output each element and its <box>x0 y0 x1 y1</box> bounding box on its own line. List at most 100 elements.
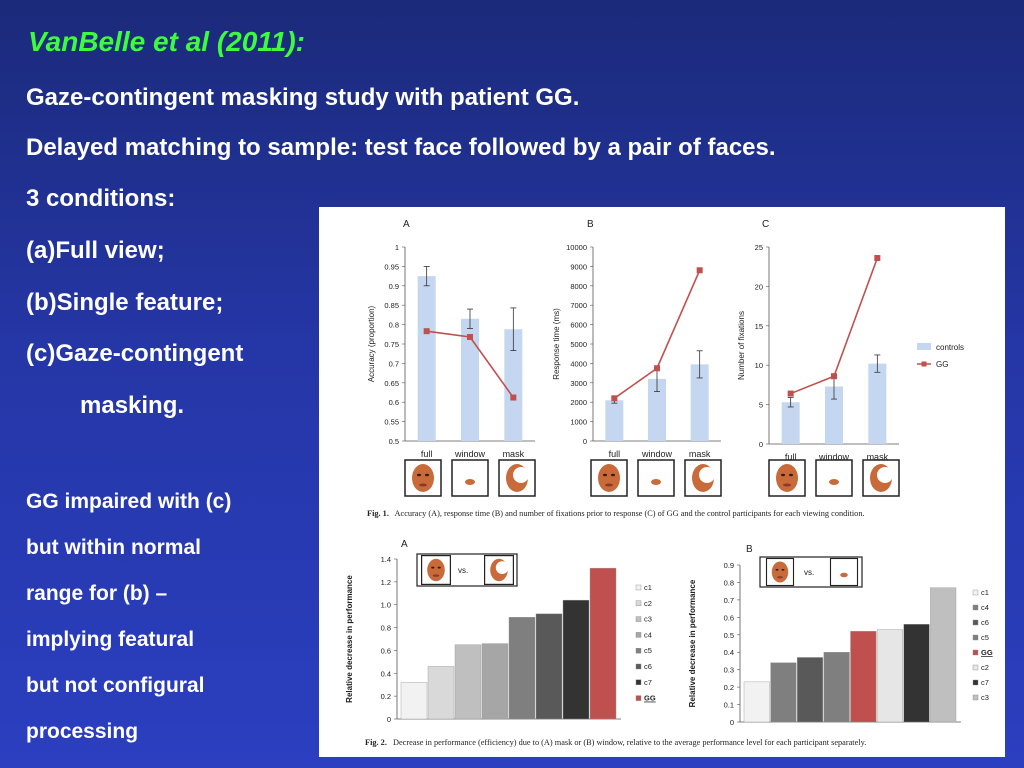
y-tick-label: 0.8 <box>381 624 391 633</box>
fig1-legend: controls GG <box>917 343 964 369</box>
legend-swatch <box>635 584 642 591</box>
legend-swatch <box>635 600 642 606</box>
point-gg <box>831 373 837 380</box>
y-axis-label: Relative decrease in performance <box>345 575 354 703</box>
y-tick-label: 1.4 <box>381 555 391 564</box>
bullet-line-7: masking. <box>80 392 185 419</box>
fig2-panel-b-letter: B <box>746 544 753 555</box>
y-tick-label: 0.1 <box>724 701 734 710</box>
y-tick-label: 5000 <box>570 340 587 349</box>
y-tick-label: 5 <box>759 401 763 410</box>
x-tick-label: window <box>454 449 486 459</box>
legend-label: c1 <box>644 583 652 592</box>
legend-label: c5 <box>981 633 989 642</box>
y-tick-label: 0.7 <box>724 596 734 605</box>
bar-GG <box>850 631 877 723</box>
fig1c-mask-face-image <box>862 459 900 497</box>
bullet-line-4: (a)Full view; <box>26 237 165 264</box>
y-tick-label: 0.3 <box>724 666 734 675</box>
bar-controls <box>690 364 709 441</box>
y-axis-label: Number of fixations <box>737 311 746 380</box>
fig1c-window-face-image <box>815 459 853 497</box>
y-tick-label: 0.55 <box>384 418 399 427</box>
bar-controls <box>648 378 666 441</box>
fig1-charts: 1 0.95 0.9 0.85 0.8 0.75 0.7 0.65 0.6 0.55 0.5 Accu… <box>367 243 899 462</box>
y-tick-label: 0.6 <box>381 646 391 655</box>
legend-gg-label: GG <box>936 360 948 369</box>
legend-swatch <box>635 632 642 638</box>
y-tick-label: 0 <box>583 437 587 446</box>
y-tick-label: 0 <box>730 718 734 727</box>
x-tick-label: full <box>421 449 433 459</box>
y-tick-label: 20 <box>755 282 763 291</box>
legend-label: c6 <box>644 662 652 671</box>
fig1-panel-c-letter: C <box>762 219 769 230</box>
y-tick-label: 1000 <box>570 418 587 427</box>
point-gg <box>696 267 703 274</box>
y-tick-label: 0.4 <box>724 648 734 657</box>
y-tick-label: 0.5 <box>389 437 399 446</box>
y-tick-label: 9000 <box>570 262 587 271</box>
y-axis-label: Response time (ms) <box>552 308 561 380</box>
fig2-panel-a-letter: A <box>401 539 408 550</box>
y-tick-label: 1 <box>395 243 399 252</box>
legend-label: c2 <box>644 599 652 608</box>
point-gg <box>467 334 473 341</box>
y-axis-label: Accuracy (proportion) <box>367 305 376 382</box>
y-tick-label: 2000 <box>570 398 587 407</box>
legend-controls-swatch <box>917 343 931 350</box>
y-tick-label: 0.2 <box>381 692 391 701</box>
legend-label: c2 <box>981 663 989 672</box>
y-tick-label: 8000 <box>570 282 587 291</box>
bar-controls <box>868 363 887 444</box>
bar-c7 <box>562 599 590 720</box>
legend-label: GG <box>644 694 656 703</box>
legend-label: c4 <box>981 603 989 612</box>
legend-swatch <box>635 616 642 622</box>
y-tick-label: 0.9 <box>724 561 734 570</box>
bar-controls <box>417 276 436 441</box>
y-tick-label: 7000 <box>570 301 587 310</box>
bar-c7 <box>903 624 930 723</box>
y-tick-label: 0 <box>759 440 763 449</box>
y-tick-label: 0.6 <box>389 398 399 407</box>
y-axis-label: Relative decrease in performance <box>688 579 697 707</box>
fig1c-full-face-image <box>768 459 806 497</box>
y-tick-label: 10 <box>755 361 763 370</box>
bar-c6 <box>797 657 824 723</box>
legend-swatch <box>635 663 642 670</box>
legend-swatch <box>972 679 979 686</box>
conclusion-line-4: implying featural <box>26 628 195 651</box>
fig2b-stimulus-pair: vs. <box>759 556 863 588</box>
y-tick-label: 15 <box>755 322 763 331</box>
point-gg <box>423 328 430 335</box>
fig2-caption: Fig. 2. Decrease in performance (efficie… <box>365 738 866 747</box>
legend-swatch <box>635 648 642 654</box>
y-tick-label: 1.0 <box>381 601 391 610</box>
x-tick-label: mask <box>867 452 889 462</box>
legend-swatch <box>972 649 979 656</box>
y-tick-label: 0.4 <box>381 669 391 678</box>
legend-label: c4 <box>644 630 652 639</box>
bar-controls <box>504 329 523 441</box>
fig1-panel-a-letter: A <box>403 219 410 230</box>
y-tick-label: 3000 <box>570 379 587 388</box>
fig1a-mask-face-image <box>498 459 536 497</box>
x-tick-label: window <box>818 452 850 462</box>
fig2-charts: 1.4 1.2 1.0 0.8 0.6 0.4 0.2 0 Relative decrease … <box>345 555 993 727</box>
y-tick-label: 10000 <box>566 243 587 252</box>
legend-swatch <box>635 695 642 701</box>
x-tick-label: full <box>785 452 797 462</box>
fig2a-stimulus-pair: vs. <box>416 553 518 587</box>
y-tick-label: 0.7 <box>389 359 399 368</box>
legend-controls-label: controls <box>936 343 964 352</box>
fig1-caption: Fig. 1. Accuracy (A), response time (B) … <box>367 509 865 518</box>
bar-controls <box>825 386 843 444</box>
point-gg <box>611 395 618 402</box>
y-tick-label: 1.2 <box>381 578 391 587</box>
y-tick-label: 0.85 <box>384 301 399 310</box>
y-tick-label: 0.2 <box>724 683 734 692</box>
bar-c3 <box>454 644 482 720</box>
conclusion-line-5: but not configural <box>26 674 205 697</box>
legend-gg-swatch <box>921 361 927 367</box>
